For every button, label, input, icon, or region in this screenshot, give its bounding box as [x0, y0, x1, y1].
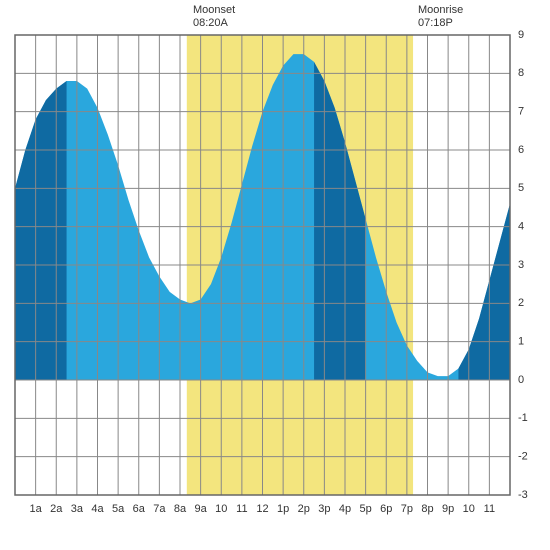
moonset-label: Moonset — [193, 4, 235, 17]
xtick-label: 4a — [91, 503, 104, 515]
ytick-label: 8 — [518, 67, 524, 79]
xtick-label: 5p — [360, 503, 372, 515]
xtick-label: 2p — [298, 503, 310, 515]
ytick-label: 3 — [518, 259, 524, 271]
tide-chart: Moonset 08:20A Moonrise 07:18P -3-2-1012… — [0, 0, 550, 550]
xtick-label: 11 — [484, 503, 495, 515]
xtick-label: 11 — [236, 503, 247, 515]
xtick-label: 10 — [463, 503, 475, 515]
xtick-label: 6p — [380, 503, 392, 515]
xtick-label: 10 — [215, 503, 227, 515]
moonset-time: 08:20A — [193, 17, 235, 30]
ytick-label: 7 — [518, 106, 524, 118]
moonrise-annotation: Moonrise 07:18P — [418, 4, 463, 30]
ytick-label: 4 — [518, 221, 524, 233]
xtick-label: 12 — [256, 503, 268, 515]
xtick-label: 2a — [50, 503, 63, 515]
ytick-label: -3 — [518, 489, 528, 501]
xtick-label: 7a — [153, 503, 166, 515]
xtick-label: 1p — [277, 503, 289, 515]
ytick-label: 5 — [518, 182, 524, 194]
xtick-label: 4p — [339, 503, 351, 515]
xtick-label: 6a — [133, 503, 146, 515]
xtick-label: 3p — [318, 503, 330, 515]
moonrise-time: 07:18P — [418, 17, 463, 30]
moonset-annotation: Moonset 08:20A — [193, 4, 235, 30]
xtick-label: 9p — [442, 503, 454, 515]
ytick-label: -2 — [518, 451, 528, 463]
ytick-label: 2 — [518, 297, 524, 309]
chart-svg: -3-2-101234567891a2a3a4a5a6a7a8a9a101112… — [0, 0, 550, 550]
ytick-label: 9 — [518, 29, 524, 41]
xtick-label: 7p — [401, 503, 413, 515]
xtick-label: 3a — [71, 503, 84, 515]
xtick-label: 1a — [30, 503, 43, 515]
ytick-label: 6 — [518, 144, 524, 156]
ytick-label: -1 — [518, 412, 528, 424]
ytick-label: 1 — [518, 336, 524, 348]
xtick-label: 5a — [112, 503, 125, 515]
xtick-label: 8p — [421, 503, 433, 515]
xtick-label: 8a — [174, 503, 187, 515]
xtick-label: 9a — [195, 503, 208, 515]
moonrise-label: Moonrise — [418, 4, 463, 17]
ytick-label: 0 — [518, 374, 524, 386]
